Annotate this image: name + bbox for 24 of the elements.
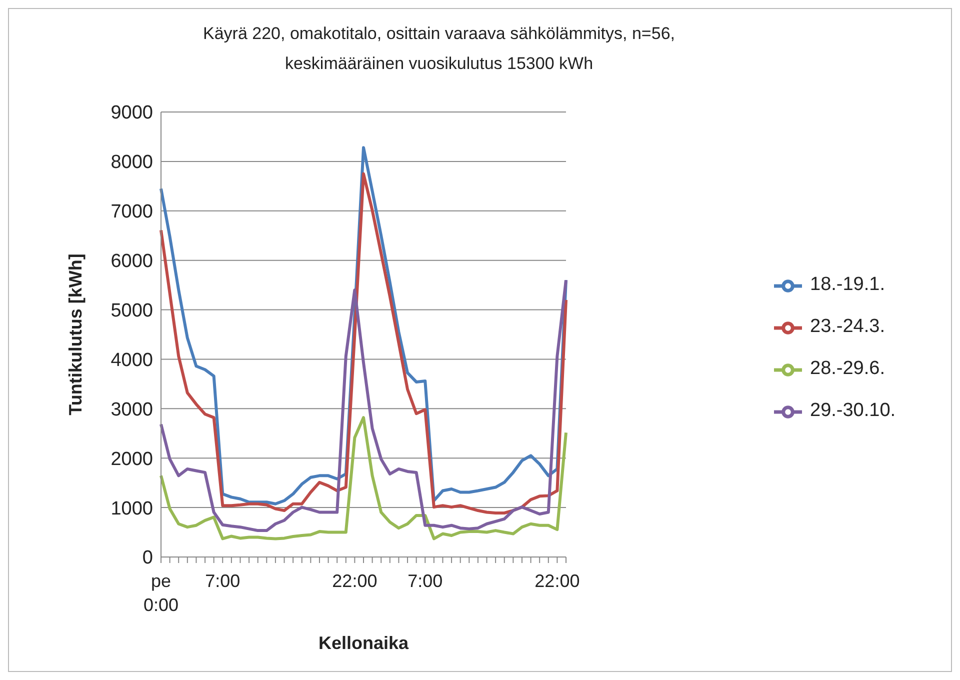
- x-tick-label: 7:00: [408, 571, 443, 591]
- chart-title: Käyrä 220, omakotitalo, osittain varaava sähkölämmitys, n=56, keskimääräinen vuosikulutus 15300 kWh: [202, 23, 676, 75]
- legend-label: 28.-29.6.: [810, 358, 885, 379]
- y-axis-title: Tuntikulutus [kWh]: [65, 254, 86, 416]
- y-tick-label: 7000: [110, 202, 153, 223]
- y-tick-label: 5000: [110, 300, 153, 322]
- y-tick-label: 2000: [110, 448, 153, 470]
- x-tick-label: 22:00: [534, 571, 580, 591]
- legend-label: 18.-19.1.: [810, 274, 885, 295]
- line-series: [160, 278, 568, 532]
- x-tick-label: pe 0:00: [143, 571, 179, 615]
- x-tick-label: 22:00: [332, 571, 378, 591]
- y-tick-label: 4000: [110, 350, 153, 371]
- legend-label: 23.-24.3.: [810, 316, 885, 337]
- line-series: [160, 416, 568, 540]
- legend-label: 29.-30.10.: [810, 400, 896, 421]
- y-tick-label: 6000: [110, 251, 153, 272]
- y-tick-label: 9000: [110, 102, 153, 124]
- y-tick-label: 3000: [110, 399, 153, 420]
- y-tick-label: 0: [142, 548, 153, 569]
- x-tick-label: 7:00: [205, 571, 240, 591]
- x-axis-title: Kellonaika: [318, 633, 410, 653]
- y-tick-label: 1000: [110, 498, 153, 520]
- y-tick-label: 8000: [110, 152, 153, 174]
